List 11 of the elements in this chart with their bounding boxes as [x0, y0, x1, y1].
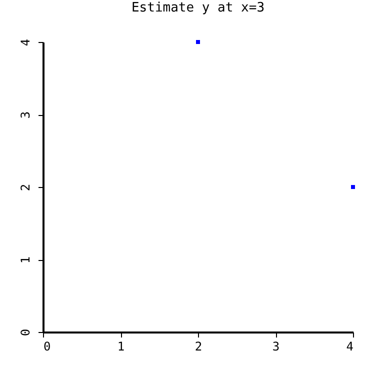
- x-tick-label: 0: [44, 340, 51, 354]
- y-tick-label: 3: [18, 111, 32, 119]
- x-tick-label: 2: [194, 340, 202, 354]
- y-tick-label: 2: [18, 184, 32, 192]
- y-tick-label: 0: [18, 328, 32, 336]
- x-tick-label: 4: [346, 340, 354, 354]
- x-tick-label: 1: [117, 340, 125, 354]
- chart-title: Estimate y at x=3: [131, 0, 265, 16]
- x-tick-label: 3: [272, 340, 280, 354]
- y-tick-label: 4: [18, 38, 32, 46]
- y-tick-label: 1: [18, 256, 32, 264]
